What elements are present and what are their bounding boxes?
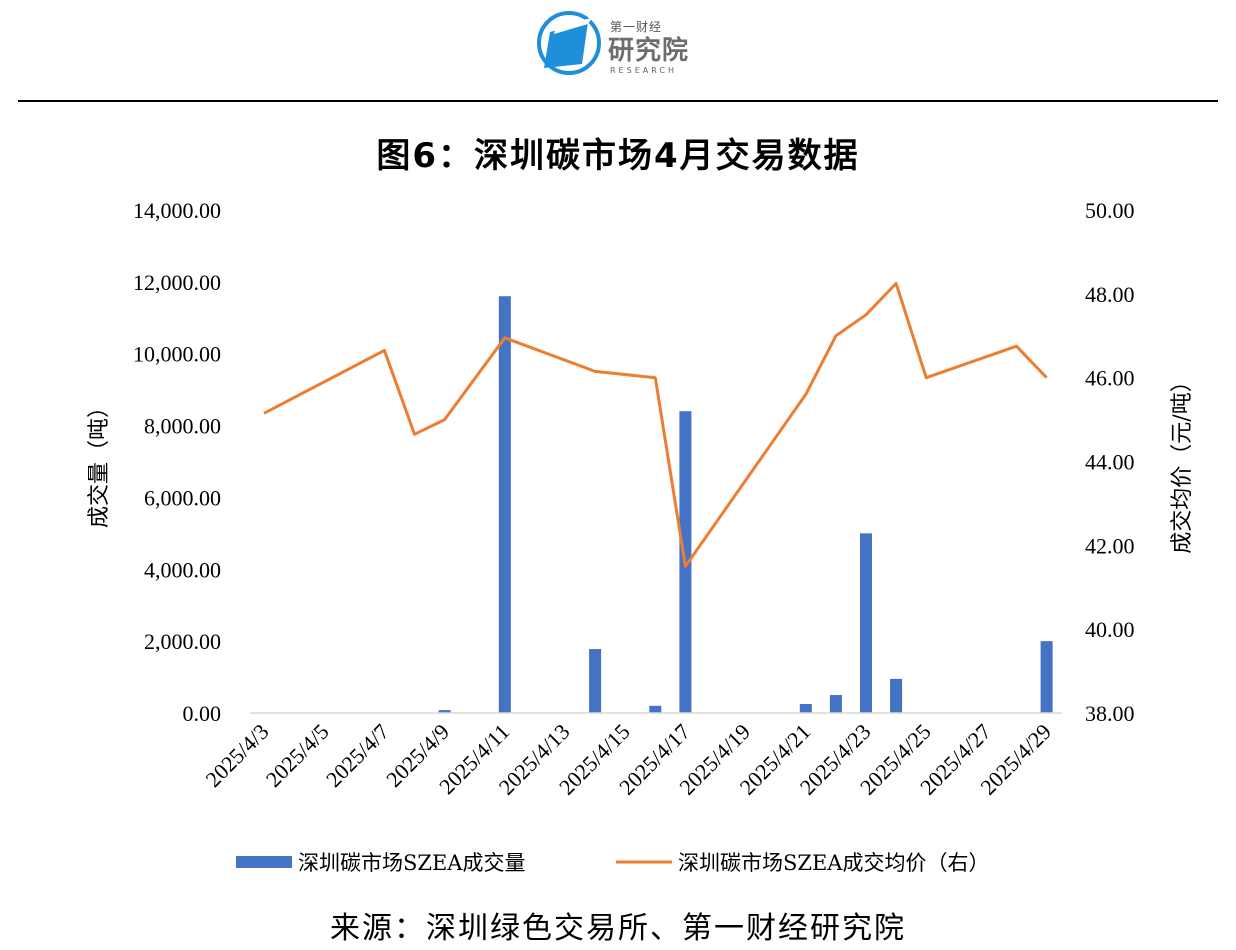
legend-line-label: 深圳碳市场SZEA成交均价（右） (678, 851, 989, 875)
bar (860, 533, 872, 713)
left-tick-label: 6,000.00 (144, 485, 221, 510)
x-tick-label: 2025/4/3 (201, 719, 274, 792)
logo-main-text: 研究院 (608, 36, 690, 66)
left-tick-label: 0.00 (183, 701, 222, 726)
logo-mark-icon (537, 11, 601, 75)
bar (498, 296, 511, 713)
chart: 0.00 2,000.00 4,000.00 6,000.00 8,000.00 10,0… (87, 198, 1195, 875)
right-axis-ticks: 38.00 40.00 42.00 44.00 46.00 48.00 50.00 (1085, 198, 1135, 726)
bar (799, 704, 812, 713)
bar (649, 705, 662, 713)
left-axis-title: 成交量（吨） (87, 396, 112, 528)
left-tick-label: 8,000.00 (144, 414, 221, 439)
chart-title: 图6：深圳碳市场4月交易数据 (376, 136, 860, 176)
bar (890, 678, 903, 713)
legend-bar-label: 深圳碳市场SZEA成交量 (298, 851, 525, 875)
logo-top-text: 第一财经 (610, 20, 663, 34)
left-tick-label: 10,000.00 (133, 342, 221, 367)
x-tick-label: 2025/4/7 (321, 719, 394, 792)
bar-series (438, 296, 1053, 713)
price-line (263, 281, 1048, 568)
right-tick-label: 42.00 (1085, 533, 1135, 558)
left-tick-label: 14,000.00 (133, 198, 221, 223)
right-tick-label: 46.00 (1085, 366, 1135, 391)
header-divider (18, 100, 1218, 102)
source-note: 来源：深圳绿色交易所、第一财经研究院 (330, 911, 906, 946)
right-tick-label: 40.00 (1085, 617, 1135, 642)
x-axis-ticks: 2025/4/32025/4/52025/4/72025/4/92025/4/1… (201, 719, 1057, 800)
right-tick-label: 50.00 (1085, 198, 1135, 223)
bar (1040, 641, 1053, 713)
bar (829, 695, 842, 713)
left-tick-label: 4,000.00 (144, 557, 221, 582)
left-tick-label: 2,000.00 (144, 629, 221, 654)
logo-sub-text: RESEARCH (610, 66, 677, 75)
line-series (263, 281, 1048, 568)
left-axis-ticks: 0.00 2,000.00 4,000.00 6,000.00 8,000.00 10,0… (133, 198, 221, 726)
legend: 深圳碳市场SZEA成交量 深圳碳市场SZEA成交均价（右） (236, 851, 989, 875)
right-tick-label: 44.00 (1085, 450, 1135, 475)
x-tick-label: 2025/4/5 (261, 719, 334, 792)
legend-bar-swatch (236, 856, 292, 868)
logo: 第一财经 研究院 RESEARCH (530, 6, 710, 76)
right-axis-title: 成交均价（元/吨） (1170, 370, 1195, 553)
right-tick-label: 48.00 (1085, 282, 1135, 307)
right-tick-label: 38.00 (1085, 701, 1135, 726)
bar (438, 710, 451, 713)
left-tick-label: 12,000.00 (133, 270, 221, 295)
bar (589, 649, 602, 713)
